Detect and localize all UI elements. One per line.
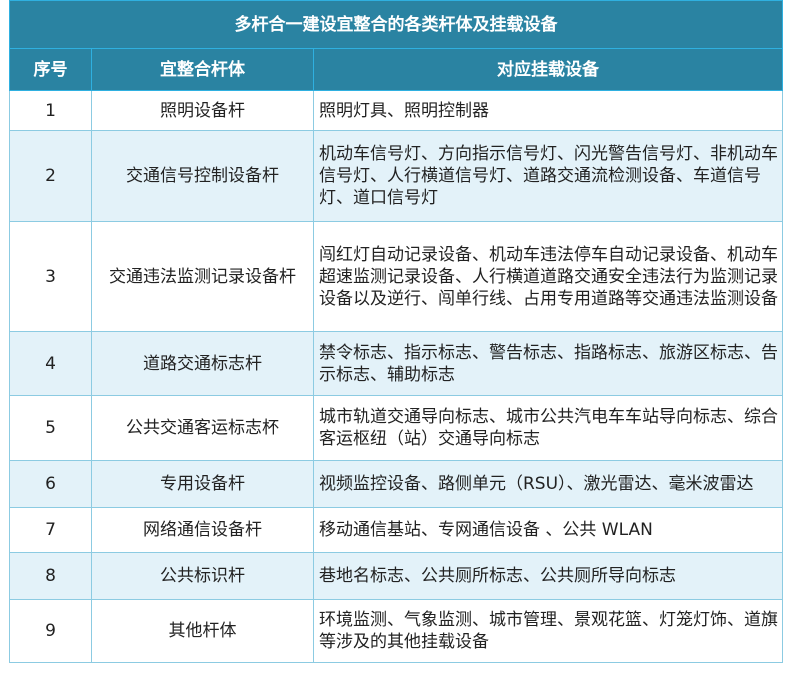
row-number: 9: [9, 599, 92, 663]
header-row: 序号 宜整合杆体 对应挂载设备: [9, 48, 784, 91]
row-number: 3: [9, 221, 92, 332]
row-pole: 网络通信设备杆: [91, 507, 314, 553]
header-no: 序号: [9, 48, 92, 91]
row-pole: 公共交通客运标志杯: [91, 395, 314, 461]
row-number: 6: [9, 460, 92, 508]
row-pole: 交通信号控制设备杆: [91, 130, 314, 222]
table-row: 3 交通违法监测记录设备杆 闯红灯自动记录设备、机动车违法停车自动记录设备、机动车超…: [9, 221, 784, 332]
table-row: 9 其他杆体 环境监测、气象监测、城市管理、景观花篮、灯笼灯饰、道旗等涉及的其他挂载…: [9, 599, 784, 663]
row-devices: 城市轨道交通导向标志、城市公共汽电车车站导向标志、综合客运枢纽（站）交通导向标志: [312, 395, 784, 461]
table-row: 2 交通信号控制设备杆 机动车信号灯、方向指示信号灯、闪光警告信号灯、非机动车信号灯…: [9, 130, 784, 222]
table-row: 5 公共交通客运标志杯 城市轨道交通导向标志、城市公共汽电车车站导向标志、综合客运枢…: [9, 395, 784, 461]
row-pole: 道路交通标志杆: [91, 331, 314, 396]
row-devices: 移动通信基站、专网通信设备 、公共 WLAN: [312, 507, 784, 553]
row-pole: 其他杆体: [91, 599, 314, 663]
table-row: 7 网络通信设备杆 移动通信基站、专网通信设备 、公共 WLAN: [9, 507, 784, 553]
row-number: 7: [9, 507, 92, 553]
row-pole: 公共标识杆: [91, 552, 314, 600]
row-devices: 照明灯具、照明控制器: [312, 90, 784, 131]
table-title-row: 多杆合一建设宜整合的各类杆体及挂载设备: [8, 0, 784, 49]
row-devices: 禁令标志、指示标志、警告标志、指路标志、旅游区标志、告示标志、辅助标志: [312, 331, 784, 396]
row-pole: 专用设备杆: [91, 460, 314, 508]
row-number: 4: [9, 331, 92, 396]
header-devices: 对应挂载设备: [312, 48, 784, 91]
row-devices: 视频监控设备、路侧单元（RSU）、激光雷达、毫米波雷达: [312, 460, 784, 508]
row-pole: 交通违法监测记录设备杆: [91, 221, 314, 332]
table-row: 6 专用设备杆 视频监控设备、路侧单元（RSU）、激光雷达、毫米波雷达: [9, 460, 784, 508]
row-devices: 环境监测、气象监测、城市管理、景观花篮、灯笼灯饰、道旗等涉及的其他挂载设备: [312, 599, 784, 663]
row-devices: 巷地名标志、公共厕所标志、公共厕所导向标志: [312, 552, 784, 600]
row-devices: 机动车信号灯、方向指示信号灯、闪光警告信号灯、非机动车信号灯、人行横道信号灯、道…: [312, 130, 784, 222]
header-pole: 宜整合杆体: [91, 48, 314, 91]
row-number: 1: [9, 90, 92, 131]
row-pole: 照明设备杆: [91, 90, 314, 131]
table-row: 1 照明设备杆 照明灯具、照明控制器: [9, 90, 784, 131]
row-devices: 闯红灯自动记录设备、机动车违法停车自动记录设备、机动车超速监测记录设备、人行横道…: [312, 221, 784, 332]
row-number: 2: [9, 130, 92, 222]
table-row: 8 公共标识杆 巷地名标志、公共厕所标志、公共厕所导向标志: [9, 552, 784, 600]
table-row: 4 道路交通标志杆 禁令标志、指示标志、警告标志、指路标志、旅游区标志、告示标志、辅…: [9, 331, 784, 396]
row-number: 8: [9, 552, 92, 600]
row-number: 5: [9, 395, 92, 461]
pole-equipment-table: 多杆合一建设宜整合的各类杆体及挂载设备 序号 宜整合杆体 对应挂载设备 1 照明设…: [8, 0, 784, 663]
table-title: 多杆合一建设宜整合的各类杆体及挂载设备: [8, 0, 784, 49]
